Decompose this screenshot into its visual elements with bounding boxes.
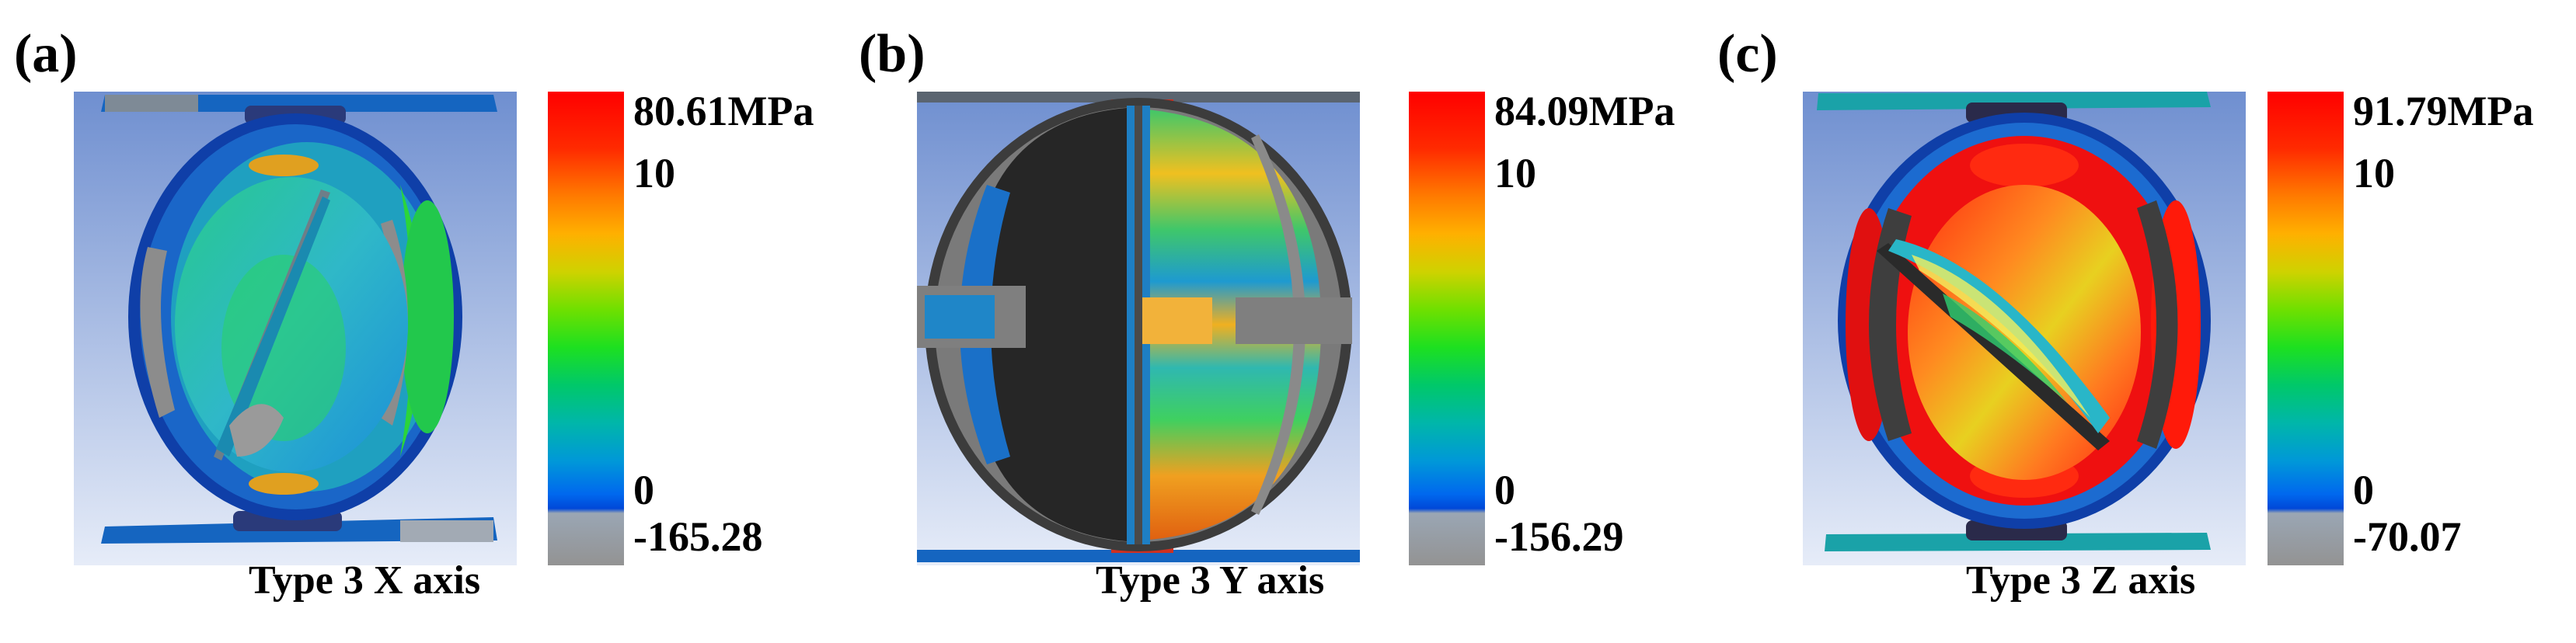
panel-c: (c) [1717,0,2576,643]
colorbar-min-label: -70.07 [2353,513,2462,560]
colorbar-max-label: 91.79MPa [2353,88,2534,134]
colorbar [1409,92,1485,565]
panel-label: (b) [859,24,925,84]
panel-caption: Type 3 Z axis [1966,558,2196,603]
colorbar-min-label: -156.29 [1494,513,1624,560]
colorbar-zero-label: 0 [633,467,654,513]
colorbar-max-label: 80.61MPa [633,88,814,134]
panel-b: (b) [859,0,1717,643]
colorbar [2268,92,2344,565]
panel-label: (c) [1717,24,1778,84]
stress-contour-view [74,92,517,565]
colorbar [548,92,624,565]
colorbar-upper-label: 10 [2353,150,2395,196]
colorbar-zero-label: 0 [1494,467,1515,513]
colorbar-max-label: 84.09MPa [1494,88,1675,134]
panel-a: (a) [0,0,859,643]
colorbar-upper-label: 10 [633,150,675,196]
panel-caption: Type 3 X axis [249,558,481,603]
panel-label: (a) [14,24,78,84]
stress-contour-view [1803,92,2246,565]
colorbar-min-label: -165.28 [633,513,763,560]
colorbar-upper-label: 10 [1494,150,1536,196]
stress-contour-view [917,92,1360,565]
colorbar-zero-label: 0 [2353,467,2374,513]
panel-caption: Type 3 Y axis [1096,558,1325,603]
